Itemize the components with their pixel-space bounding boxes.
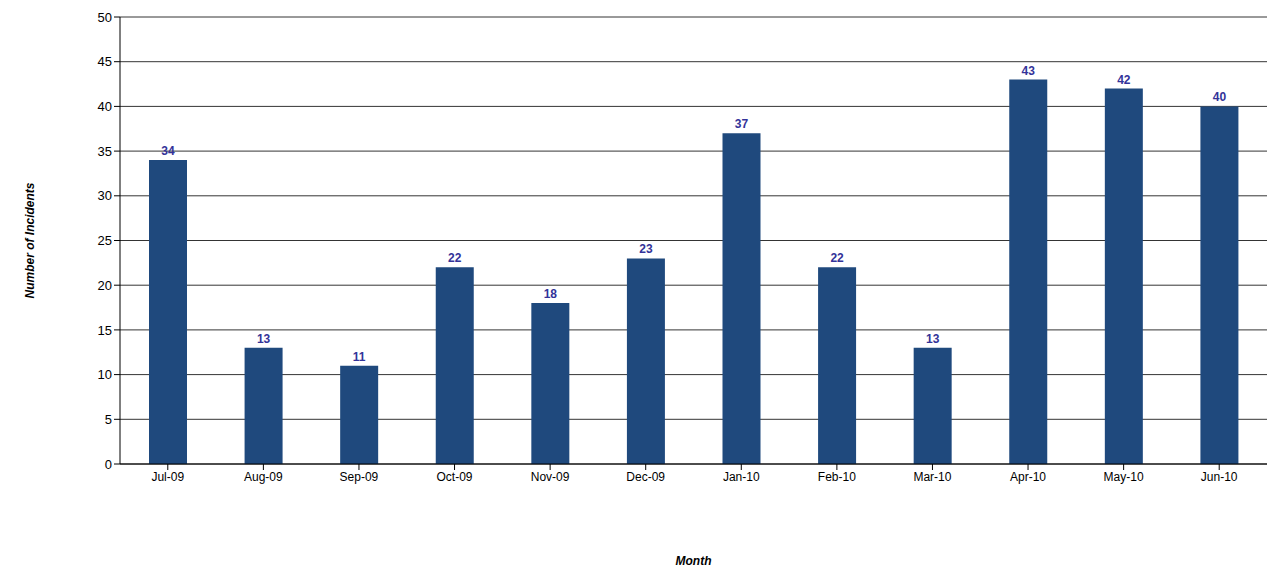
svg-text:0: 0 — [105, 457, 112, 472]
svg-text:23: 23 — [639, 242, 653, 256]
svg-text:Month: Month — [676, 554, 712, 568]
svg-text:13: 13 — [926, 332, 940, 346]
svg-text:37: 37 — [735, 117, 749, 131]
svg-text:30: 30 — [98, 188, 112, 203]
svg-text:15: 15 — [98, 323, 112, 338]
svg-text:Sep-09: Sep-09 — [340, 470, 379, 484]
svg-text:11: 11 — [353, 350, 366, 364]
svg-text:Jun-10: Jun-10 — [1201, 470, 1238, 484]
svg-text:42: 42 — [1117, 73, 1131, 87]
svg-text:10: 10 — [98, 367, 112, 382]
svg-text:Nov-09: Nov-09 — [531, 470, 570, 484]
svg-text:40: 40 — [98, 99, 112, 114]
svg-text:18: 18 — [544, 287, 558, 301]
svg-text:Number of Incidents: Number of Incidents — [23, 182, 37, 298]
svg-text:34: 34 — [161, 144, 175, 158]
svg-text:Aug-09: Aug-09 — [244, 470, 283, 484]
svg-text:5: 5 — [105, 412, 112, 427]
svg-text:Mar-10: Mar-10 — [913, 470, 951, 484]
svg-text:43: 43 — [1022, 64, 1036, 78]
svg-text:13: 13 — [257, 332, 271, 346]
svg-text:35: 35 — [98, 144, 112, 159]
svg-text:45: 45 — [98, 54, 112, 69]
svg-text:Dec-09: Dec-09 — [626, 470, 665, 484]
svg-text:Apr-10: Apr-10 — [1010, 470, 1046, 484]
svg-text:50: 50 — [98, 10, 112, 25]
svg-text:Jul-09: Jul-09 — [151, 470, 184, 484]
svg-text:Oct-09: Oct-09 — [437, 470, 473, 484]
svg-text:Feb-10: Feb-10 — [818, 470, 856, 484]
svg-text:20: 20 — [98, 278, 112, 293]
svg-text:22: 22 — [448, 251, 462, 265]
svg-text:40: 40 — [1213, 90, 1227, 104]
svg-text:25: 25 — [98, 233, 112, 248]
svg-text:Jan-10: Jan-10 — [723, 470, 760, 484]
svg-text:May-10: May-10 — [1104, 470, 1144, 484]
svg-text:22: 22 — [830, 251, 844, 265]
